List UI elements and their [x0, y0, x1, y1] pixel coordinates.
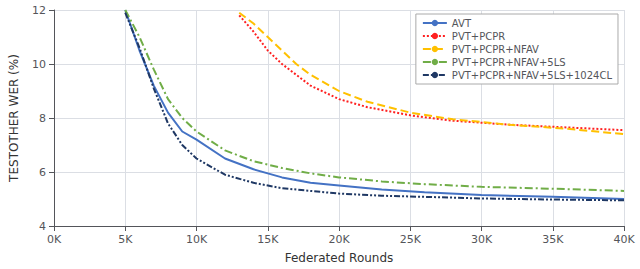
- svg-text:35K: 35K: [542, 233, 564, 246]
- svg-text:5K: 5K: [118, 233, 133, 246]
- svg-text:10K: 10K: [186, 233, 208, 246]
- svg-text:AVT: AVT: [452, 18, 472, 29]
- svg-text:4: 4: [39, 220, 46, 233]
- svg-text:15K: 15K: [257, 233, 279, 246]
- svg-text:6: 6: [39, 166, 46, 179]
- svg-text:12: 12: [32, 4, 46, 17]
- svg-text:25K: 25K: [400, 233, 422, 246]
- svg-text:PVT+PCPR: PVT+PCPR: [452, 31, 505, 42]
- svg-text:PVT+PCPR+NFAV+5LS: PVT+PCPR+NFAV+5LS: [452, 57, 566, 68]
- svg-text:40K: 40K: [613, 233, 635, 246]
- svg-text:8: 8: [39, 112, 46, 125]
- svg-text:0K: 0K: [47, 233, 62, 246]
- svg-text:TESTOTHER WER (%): TESTOTHER WER (%): [7, 54, 21, 183]
- svg-text:PVT+PCPR+NFAV: PVT+PCPR+NFAV: [452, 44, 539, 55]
- svg-text:Federated Rounds: Federated Rounds: [285, 251, 394, 265]
- svg-text:PVT+PCPR+NFAV+5LS+1024CL: PVT+PCPR+NFAV+5LS+1024CL: [452, 70, 613, 81]
- svg-text:10: 10: [32, 58, 46, 71]
- svg-text:30K: 30K: [471, 233, 493, 246]
- svg-text:20K: 20K: [328, 233, 350, 246]
